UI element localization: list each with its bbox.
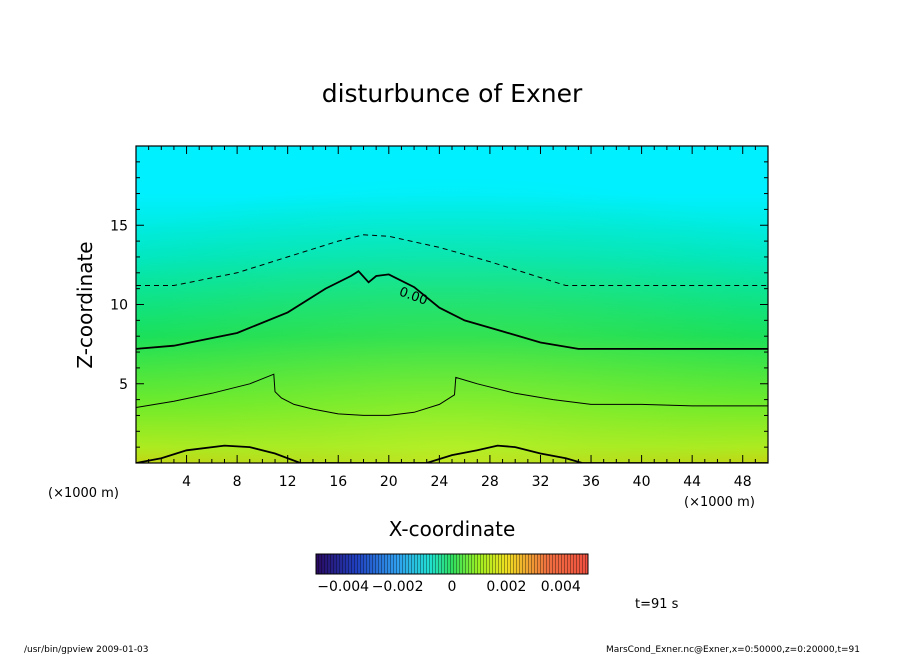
- colorbar-tick-label: −0.002: [372, 579, 424, 595]
- x-axis-title: X-coordinate: [389, 517, 516, 541]
- x-tick-label: 48: [734, 474, 752, 490]
- y-tick-label: 15: [110, 218, 128, 234]
- colorbar-tick-label: 0.002: [486, 579, 526, 595]
- colorbar-tick-label: 0.004: [541, 579, 581, 595]
- footer-left: /usr/bin/gpview 2009-01-03: [24, 645, 148, 654]
- chart-title: disturbunce of Exner: [322, 79, 583, 108]
- x-tick-label: 32: [532, 474, 550, 490]
- axis-ticks: [136, 146, 768, 463]
- time-annotation: t=91 s: [635, 597, 679, 612]
- footer-right: MarsCond_Exner.nc@Exner,x=0:50000,z=0:20…: [606, 645, 860, 654]
- y-tick-labels: 5 10 15: [110, 218, 128, 393]
- x-tick-labels: 4 8 12 16 20 24 28 32 36 40 44 48: [182, 474, 752, 490]
- y-unit-label: (×1000 m): [48, 486, 119, 501]
- y-axis-title: Z-coordinate: [73, 241, 97, 368]
- colorbar-frame: [315, 553, 589, 575]
- colorbar-tick-label: 0: [448, 579, 457, 595]
- x-tick-label: 36: [582, 474, 600, 490]
- contour-line: [136, 270, 768, 350]
- x-tick-label: 24: [430, 474, 448, 490]
- colorbar-tick-label: −0.004: [317, 579, 369, 595]
- x-unit-label: (×1000 m): [684, 495, 755, 510]
- contour-line: [136, 373, 768, 416]
- x-tick-label: 28: [481, 474, 499, 490]
- x-tick-label: 20: [380, 474, 398, 490]
- x-tick-label: 12: [279, 474, 297, 490]
- colorbar: −0.004 −0.002 0 0.002 0.004: [315, 553, 589, 595]
- contour-line: [136, 234, 768, 286]
- y-tick-label: 10: [110, 298, 128, 314]
- colorbar-stripes-overlay: [316, 554, 588, 574]
- heatmap-dome: [136, 146, 768, 463]
- x-tick-label: 40: [633, 474, 651, 490]
- x-tick-label: 8: [233, 474, 242, 490]
- x-tick-label: 44: [683, 474, 701, 490]
- colorbar-tick-labels: −0.004 −0.002 0 0.002 0.004: [317, 579, 581, 595]
- x-tick-label: 4: [182, 474, 191, 490]
- x-tick-label: 16: [329, 474, 347, 490]
- plot-area: 0.00: [135, 145, 769, 464]
- y-tick-label: 5: [119, 377, 128, 393]
